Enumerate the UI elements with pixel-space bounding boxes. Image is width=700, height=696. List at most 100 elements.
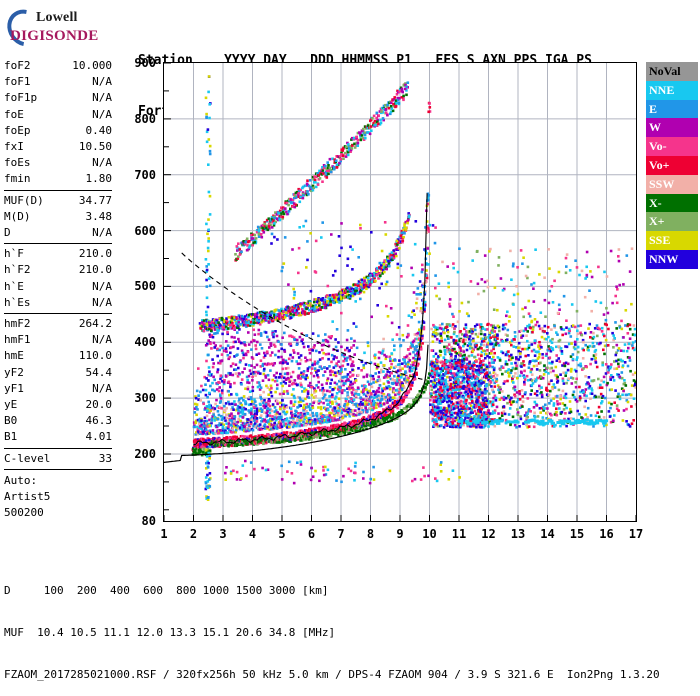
param-key: hmF1 [4, 332, 31, 348]
param-key: yF1 [4, 381, 24, 397]
param-key: h`Es [4, 295, 31, 311]
param-key: foEp [4, 123, 31, 139]
ionogram-plot[interactable] [163, 62, 637, 522]
auto-line: Auto: [4, 473, 112, 489]
param-row-muf-d-: MUF(D)34.77 [4, 193, 112, 209]
param-value: N/A [92, 74, 112, 90]
x-tick-label-9: 9 [388, 528, 412, 540]
legend-item-w[interactable]: W [646, 118, 698, 137]
param-value: N/A [92, 332, 112, 348]
param-value: 210.0 [79, 262, 112, 278]
x-tick-label-17: 17 [624, 528, 648, 540]
legend-item-vo[interactable]: Vo- [646, 137, 698, 156]
param-value: N/A [92, 381, 112, 397]
param-value: N/A [92, 279, 112, 295]
x-tick-label-2: 2 [182, 528, 206, 540]
param-key: foE [4, 107, 24, 123]
param-row-h-f: h`F 210.0 [4, 246, 112, 262]
param-key: B1 [4, 429, 17, 445]
x-tick-label-8: 8 [359, 528, 383, 540]
param-row-hme: hmE 110.0 [4, 348, 112, 364]
y-tick-label-200: 200 [120, 448, 156, 460]
param-key: h`F [4, 246, 24, 262]
param-row-c-level: C-level 33 [4, 451, 112, 467]
param-key: foF1p [4, 90, 37, 106]
legend-item-x[interactable]: X+ [646, 212, 698, 231]
x-tick-label-10: 10 [418, 528, 442, 540]
param-value: N/A [92, 155, 112, 171]
param-value: 10.50 [79, 139, 112, 155]
param-group-4: C-level 33 [4, 451, 112, 470]
y-tick-label-600: 600 [120, 225, 156, 237]
param-value: 33 [99, 451, 112, 467]
y-tick-label-300: 300 [120, 392, 156, 404]
param-value: 20.0 [86, 397, 113, 413]
param-key: h`E [4, 279, 24, 295]
param-row-yf1: yF1 N/A [4, 381, 112, 397]
param-key: foEs [4, 155, 31, 171]
param-key: D [4, 225, 11, 241]
param-value: 4.01 [86, 429, 113, 445]
param-row-ye: yE 20.0 [4, 397, 112, 413]
legend-item-nne[interactable]: NNE [646, 81, 698, 100]
param-value: 1.80 [86, 171, 113, 187]
footer-file-row: FZAOM_2017285021000.RSF / 320fx256h 50 k… [4, 668, 660, 682]
param-key: C-level [4, 451, 50, 467]
auto-line: 500200 [4, 505, 112, 521]
param-row-h-es: h`Es N/A [4, 295, 112, 311]
param-row-hmf1: hmF1 N/A [4, 332, 112, 348]
x-tick-label-3: 3 [211, 528, 235, 540]
logo-lowell-text: Lowell [36, 10, 78, 26]
echo-points [191, 75, 636, 501]
param-key: fxI [4, 139, 24, 155]
param-value: N/A [92, 90, 112, 106]
footer-distance-row: D 100 200 400 600 800 1000 1500 3000 [km… [4, 584, 660, 598]
param-value: N/A [92, 295, 112, 311]
param-value: 34.77 [79, 193, 112, 209]
param-key: hmE [4, 348, 24, 364]
legend-item-nnw[interactable]: NNW [646, 250, 698, 269]
x-tick-label-14: 14 [536, 528, 560, 540]
legend-item-noval[interactable]: NoVal [646, 62, 698, 81]
legend-item-vo[interactable]: Vo+ [646, 156, 698, 175]
legend-item-ssw[interactable]: SSW [646, 175, 698, 194]
param-value: 10.000 [72, 58, 112, 74]
x-tick-label-12: 12 [477, 528, 501, 540]
param-key: hmF2 [4, 316, 31, 332]
param-value: 54.4 [86, 365, 113, 381]
param-row-fof1p: foF1p N/A [4, 90, 112, 106]
auto-line: Artist5 [4, 489, 112, 505]
x-tick-label-1: 1 [152, 528, 176, 540]
y-tick-label-800: 800 [120, 113, 156, 125]
param-key: yE [4, 397, 17, 413]
param-row-b1: B1 4.01 [4, 429, 112, 445]
legend-item-x[interactable]: X- [646, 194, 698, 213]
param-key: B0 [4, 413, 17, 429]
param-key: foF1 [4, 74, 31, 90]
y-tick-label-400: 400 [120, 336, 156, 348]
param-value: 110.0 [79, 348, 112, 364]
footer-info: D 100 200 400 600 800 1000 1500 3000 [km… [4, 556, 660, 696]
y-tick-label-700: 700 [120, 169, 156, 181]
legend-item-e[interactable]: E [646, 100, 698, 119]
param-value: 210.0 [79, 246, 112, 262]
x-tick-label-5: 5 [270, 528, 294, 540]
y-tick-label-500: 500 [120, 280, 156, 292]
x-tick-label-6: 6 [300, 528, 324, 540]
legend-item-sse[interactable]: SSE [646, 231, 698, 250]
lowell-digisonde-logo: Lowell DIGISONDE [6, 6, 124, 50]
x-tick-label-4: 4 [241, 528, 265, 540]
